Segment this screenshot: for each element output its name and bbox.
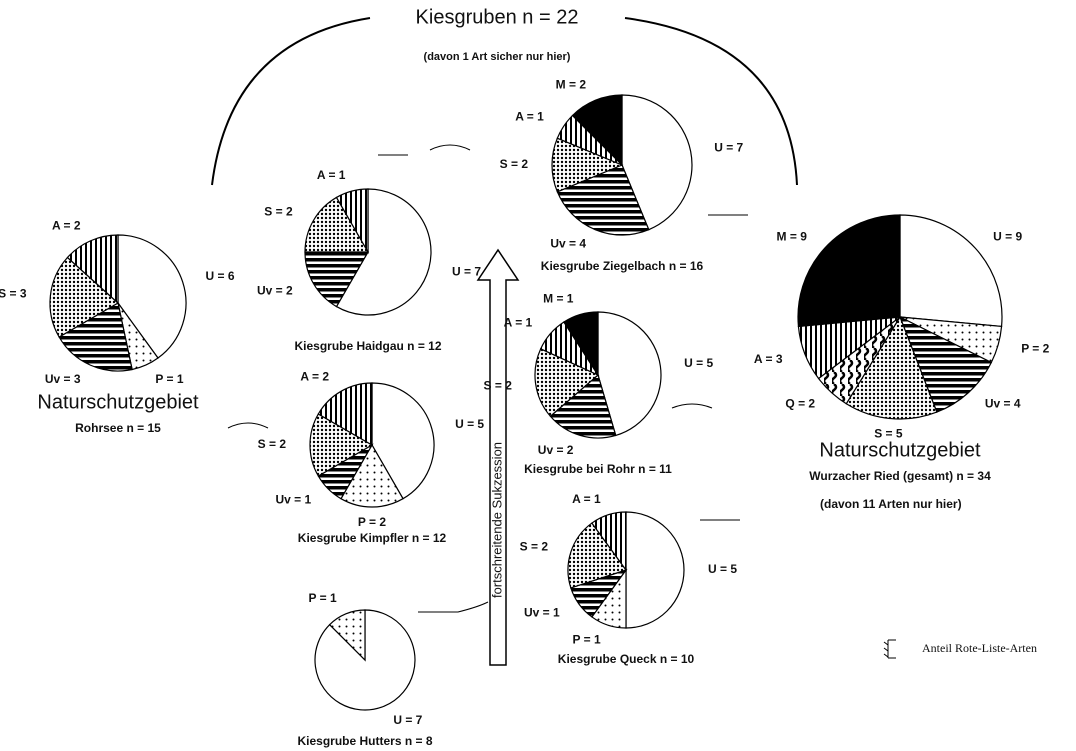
slice-label: S = 2 [484, 378, 513, 392]
slice-label: Uv = 2 [257, 284, 293, 298]
slice-label: Q = 2 [785, 396, 815, 410]
pie-slice [798, 215, 900, 326]
slice-label: A = 1 [572, 492, 601, 506]
slice-label: U = 9 [993, 230, 1022, 244]
subtitle: (davon 1 Art sicher nur hier) [424, 51, 571, 63]
slice-label: P = 2 [358, 515, 386, 529]
title: Kiesgruben n = 22 [416, 6, 579, 28]
bracket [212, 18, 370, 185]
slice-label: U = 5 [455, 417, 484, 431]
pie-title: Kiesgrube Queck n = 10 [558, 652, 695, 666]
slice-label: M = 9 [777, 230, 808, 244]
slice-label: P = 2 [1021, 341, 1049, 355]
slice-label: M = 1 [543, 291, 574, 305]
pie-title: Kiesgrube Ziegelbach n = 16 [541, 259, 704, 273]
pie-title: Wurzacher Ried (gesamt) n = 34 [809, 469, 991, 483]
pie-title: Kiesgrube bei Rohr n = 11 [524, 462, 672, 476]
arrow-label: fortschreitende Sukzession [489, 442, 504, 598]
slice-label: S = 3 [0, 286, 27, 300]
slice-label: S = 2 [500, 157, 529, 171]
pie-title: Rohrsee n = 15 [75, 421, 161, 435]
slice-label: Uv = 1 [275, 492, 311, 506]
slice-label: M = 2 [556, 78, 587, 92]
pie-heading: Naturschutzgebiet [37, 391, 199, 413]
slice-label: A = 3 [754, 352, 783, 366]
pie-title: Kiesgrube Hutters n = 8 [297, 734, 432, 748]
slice-label: P = 1 [573, 633, 601, 647]
slice-label: U = 5 [684, 356, 713, 370]
slice-label: A = 1 [504, 315, 533, 329]
slice-label: U = 6 [205, 269, 234, 283]
slice-label: Uv = 4 [550, 237, 586, 251]
pie-heading: Naturschutzgebiet [819, 439, 981, 461]
slice-label: A = 1 [515, 109, 544, 123]
slice-label: A = 2 [52, 218, 81, 232]
slice-label: A = 1 [317, 168, 346, 182]
slice-label: P = 1 [309, 591, 337, 605]
pie-slice [626, 512, 684, 628]
slice-label: S = 2 [520, 539, 549, 553]
slice-label: S = 2 [264, 205, 293, 219]
slice-label: U = 7 [393, 713, 422, 727]
slice-label: Uv = 3 [45, 372, 81, 386]
slice-label: A = 2 [300, 370, 329, 384]
slice-label: Uv = 1 [524, 606, 560, 620]
legend-icon [884, 640, 896, 658]
slice-label: S = 2 [258, 437, 287, 451]
legend-label: Anteil Rote-Liste-Arten [922, 641, 1037, 655]
pie-note: (davon 11 Arten nur hier) [820, 497, 962, 511]
pie-title: Kiesgrube Haidgau n = 12 [294, 339, 441, 353]
figure: Kiesgruben n = 22 (davon 1 Art sicher nu… [0, 0, 1076, 751]
pie-slice [900, 215, 1002, 326]
slice-label: Uv = 4 [985, 396, 1021, 410]
slice-label: U = 5 [708, 562, 737, 576]
slice-label: Uv = 2 [538, 443, 574, 457]
pie-title: Kiesgrube Kimpfler n = 12 [298, 531, 447, 545]
slice-label: P = 1 [155, 372, 183, 386]
slice-label: U = 7 [714, 140, 743, 154]
slice-label: U = 7 [452, 265, 481, 279]
